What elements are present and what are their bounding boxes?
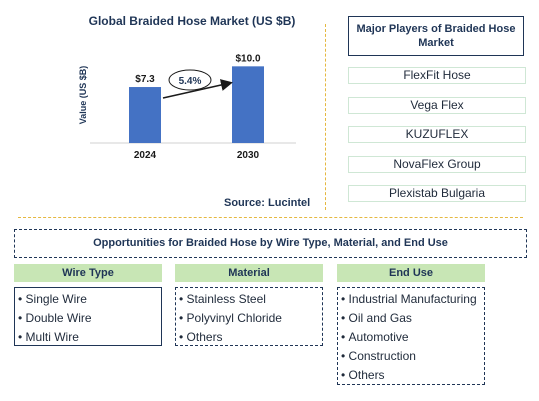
source-label: Source: Lucintel [224,197,311,209]
list-item: • Single Wire [18,292,87,306]
horizontal-divider [18,217,523,218]
cagr-annotation: 5.4% [162,69,233,99]
player-item: KUZUFLEX [348,126,526,143]
category-header-material: Material [175,264,323,282]
cagr-arrow [162,79,233,99]
list-item: • Multi Wire [18,330,79,344]
list-item: • Double Wire [18,311,92,325]
players-header: Major Players of Braided Hose Market [348,16,524,56]
list-item: • Others [179,330,223,344]
x-tick-label: 2024 [134,150,157,161]
y-axis-label: Value (US $B) [78,66,88,125]
bar-2024 [129,87,161,143]
player-item: FlexFit Hose [348,67,526,84]
list-item: • Stainless Steel [179,292,266,306]
list-item: • Industrial Manufacturing [341,292,477,306]
opportunities-title: Opportunities for Braided Hose by Wire T… [14,229,527,258]
player-item: Vega Flex [348,97,526,114]
player-item: NovaFlex Group [348,156,526,173]
value-label: $7.3 [135,74,155,85]
material-list: • Stainless Steel • Polyvinyl Chloride •… [175,287,323,346]
category-header-wire-type: Wire Type [14,264,162,282]
vertical-divider [325,24,326,210]
value-label: $10.0 [235,53,260,64]
player-item: Plexistab Bulgaria [348,185,526,202]
list-item: • Construction [341,349,416,363]
list-item: • Automotive [341,330,409,344]
bar-2030 [232,66,264,143]
category-header-end-use: End Use [337,264,485,282]
bar-chart: Value (US $B) $7.3 2024 $10.0 2030 5.4% [78,53,296,161]
list-item: • Polyvinyl Chloride [179,311,282,325]
cagr-ellipse [168,69,212,91]
list-item: • Others [341,368,385,382]
cagr-label: 5.4% [179,76,202,87]
chart-title: Global Braided Hose Market (US $B) [88,14,296,28]
list-item: • Oil and Gas [341,311,412,325]
end-use-list: • Industrial Manufacturing • Oil and Gas… [337,287,485,385]
wire-type-list: • Single Wire • Double Wire • Multi Wire [14,287,162,346]
x-tick-label: 2030 [237,150,260,161]
